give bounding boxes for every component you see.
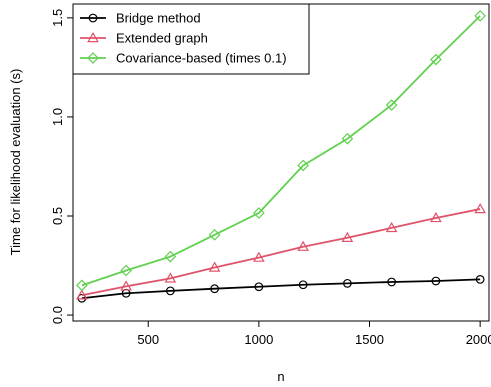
data-point (341, 231, 354, 242)
series-1 (76, 203, 486, 300)
legend-box (72, 3, 310, 75)
data-point (342, 278, 352, 288)
legend-swatch-marker (87, 52, 99, 64)
y-axis-title: Time for likelihood evaluation (s) (8, 69, 23, 256)
data-point (341, 132, 354, 145)
legend-label: Extended graph (116, 31, 208, 46)
legend-entry: Bridge method (80, 11, 201, 26)
data-point (210, 284, 220, 294)
legend-swatch-marker (88, 13, 98, 23)
data-point (164, 272, 177, 283)
data-point (208, 228, 221, 241)
y-tick-label: 0.5 (50, 207, 65, 225)
legend-entry: Covariance-based (times 0.1) (80, 51, 287, 66)
x-tick-label: 1000 (244, 332, 273, 347)
data-point (120, 280, 132, 291)
y-axis: 0.0 0.5 1.0 1.5 (50, 9, 73, 324)
data-point (208, 261, 221, 272)
series-line (81, 208, 481, 297)
series-2 (76, 10, 486, 292)
data-point (431, 276, 441, 286)
y-tick-label: 1.5 (50, 9, 65, 27)
x-tick-label: 500 (137, 332, 159, 347)
data-point (253, 207, 265, 219)
series-line (81, 15, 481, 287)
data-point (474, 10, 486, 22)
legend-entry: Extended graph (80, 31, 208, 46)
data-point (385, 221, 398, 233)
x-axis: 500 1000 1500 2000 (137, 321, 491, 347)
data-point (298, 280, 308, 290)
legend-swatch-marker (87, 31, 99, 43)
series-0 (77, 274, 485, 303)
data-point (76, 279, 88, 292)
data-point (387, 277, 397, 287)
data-point (164, 250, 177, 263)
data-point (297, 159, 309, 172)
data-point (297, 240, 309, 251)
data-point (254, 282, 264, 292)
data-point (475, 274, 485, 284)
x-tick-label: 1500 (355, 332, 384, 347)
data-point (120, 264, 132, 277)
data-point (76, 289, 88, 300)
x-tick-label: 2000 (466, 332, 491, 347)
series-layer (76, 10, 486, 303)
legend-label: Bridge method (116, 11, 201, 26)
legend-label: Covariance-based (times 0.1) (116, 51, 287, 66)
data-point (430, 211, 442, 223)
data-point (253, 251, 265, 262)
data-point (474, 203, 486, 214)
y-tick-label: 0.0 (50, 306, 65, 324)
series-line (81, 278, 481, 300)
x-axis-title: n (277, 369, 284, 384)
y-tick-label: 1.0 (50, 108, 65, 126)
data-point (385, 99, 398, 111)
data-point (430, 53, 442, 66)
legend: Bridge method Extended graph Covariance-ba… (72, 3, 310, 75)
data-point (165, 286, 175, 296)
